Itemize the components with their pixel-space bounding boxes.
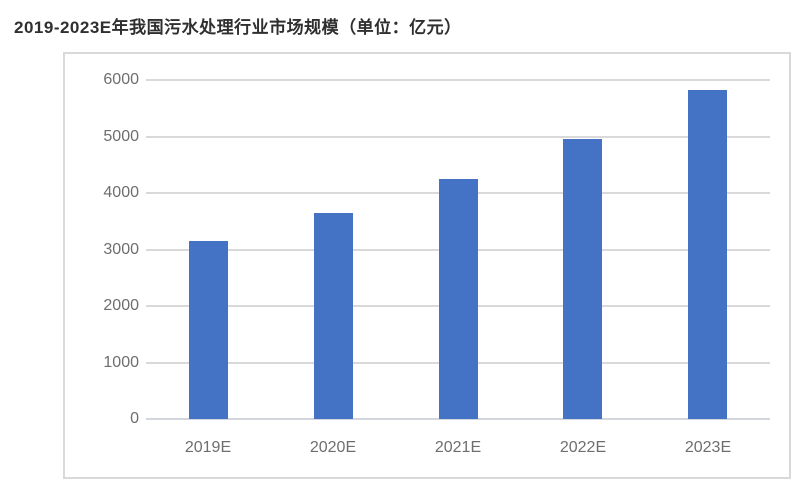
bar-2022E xyxy=(563,139,602,419)
y-tick-label: 3000 xyxy=(103,241,139,258)
chart-frame: 0 1000 2000 3000 4000 5000 6000 2019E 2020E 2021E… xyxy=(63,52,791,479)
bar-2019E xyxy=(189,241,228,419)
y-tick-label: 5000 xyxy=(103,128,139,145)
x-axis-label: 2021E xyxy=(434,439,482,456)
y-tick-label: 1000 xyxy=(103,354,139,371)
y-gridline xyxy=(146,136,770,138)
x-axis-label: 2020E xyxy=(309,439,357,456)
x-axis-label: 2023E xyxy=(684,439,732,456)
y-tick-label: 4000 xyxy=(103,184,139,201)
bar-2023E xyxy=(688,90,727,419)
x-axis-label: 2019E xyxy=(184,439,232,456)
y-gridline xyxy=(146,79,770,81)
y-tick-label: 2000 xyxy=(103,297,139,314)
bar-2021E xyxy=(439,179,478,419)
chart-title: 2019-2023E年我国污水处理行业市场规模（单位：亿元） xyxy=(14,18,462,37)
y-tick-label: 6000 xyxy=(103,71,139,88)
bar-2020E xyxy=(314,213,353,419)
x-axis-label: 2022E xyxy=(559,439,607,456)
y-tick-label: 0 xyxy=(130,410,139,427)
x-axis-line xyxy=(146,418,770,420)
